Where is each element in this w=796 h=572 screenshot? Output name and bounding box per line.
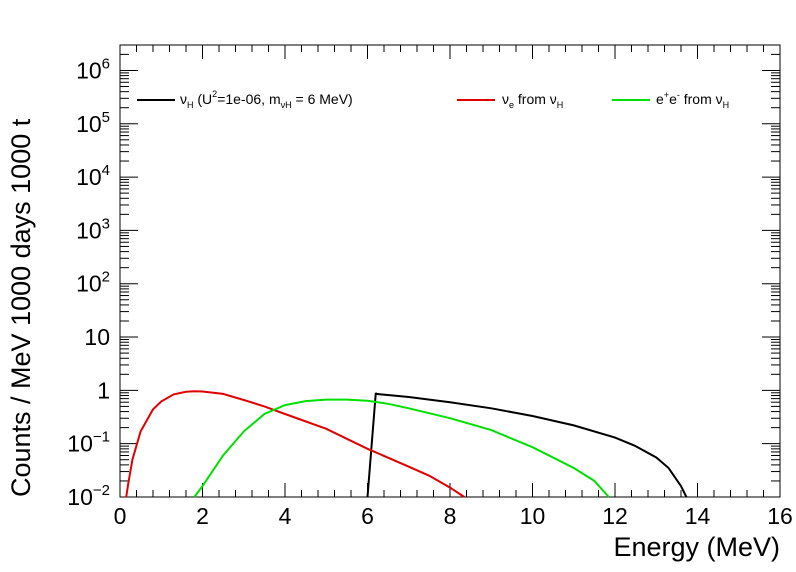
y-tick-label: 10−2 xyxy=(67,482,110,510)
y-axis-label: Counts / MeV 1000 days 1000 t xyxy=(6,118,36,497)
x-tick-label: 6 xyxy=(361,503,374,529)
series-line-1 xyxy=(125,390,465,498)
x-tick-label: 10 xyxy=(520,503,546,529)
y-tick-label: 104 xyxy=(76,162,110,190)
y-tick-label: 103 xyxy=(76,215,110,243)
x-tick-label: 8 xyxy=(444,503,457,529)
y-tick-label: 10−1 xyxy=(67,429,110,457)
legend-label-nu-h: νH (U2=1e-06, mνH = 6 MeV) xyxy=(180,89,353,110)
x-tick-label: 4 xyxy=(279,503,292,529)
y-tick-label: 10 xyxy=(84,324,110,350)
data-series xyxy=(125,390,688,498)
legend-label-ee: e+e- from νH xyxy=(656,90,729,110)
x-tick-label: 2 xyxy=(196,503,209,529)
legend-label-nu-e: νe from νH xyxy=(502,91,563,110)
x-axis-label: Energy (MeV) xyxy=(613,532,780,562)
y-tick-label: 105 xyxy=(76,109,110,137)
series-line-2 xyxy=(193,398,610,498)
legend: νH (U2=1e-06, mνH = 6 MeV) νe from νH e+… xyxy=(137,89,729,110)
y-tick-label: 102 xyxy=(76,269,110,297)
series-line-0 xyxy=(366,392,688,498)
x-tick-label: 14 xyxy=(685,503,711,529)
x-tick-label: 16 xyxy=(767,503,793,529)
x-tick-label: 0 xyxy=(114,503,127,529)
plot-frame xyxy=(119,44,781,498)
y-tick-label: 1 xyxy=(97,377,110,403)
y-axis-ticks: 10−2 10−1 1 10 102 103 104 105 106 xyxy=(67,44,780,510)
x-axis-ticks: 0 2 4 6 8 10 12 14 16 xyxy=(114,45,793,529)
x-tick-label: 12 xyxy=(602,503,628,529)
y-tick-label: 106 xyxy=(76,55,110,83)
